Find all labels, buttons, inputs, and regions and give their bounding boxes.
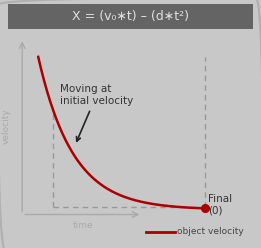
Text: time: time bbox=[73, 221, 94, 230]
FancyBboxPatch shape bbox=[0, 2, 261, 30]
Text: Moving at
initial velocity: Moving at initial velocity bbox=[60, 84, 133, 141]
Text: object velocity: object velocity bbox=[177, 227, 244, 236]
Text: X = (v₀∗t) – (d∗t²): X = (v₀∗t) – (d∗t²) bbox=[72, 10, 189, 23]
Text: Final
(0): Final (0) bbox=[209, 194, 233, 216]
Text: velocity: velocity bbox=[2, 109, 11, 144]
